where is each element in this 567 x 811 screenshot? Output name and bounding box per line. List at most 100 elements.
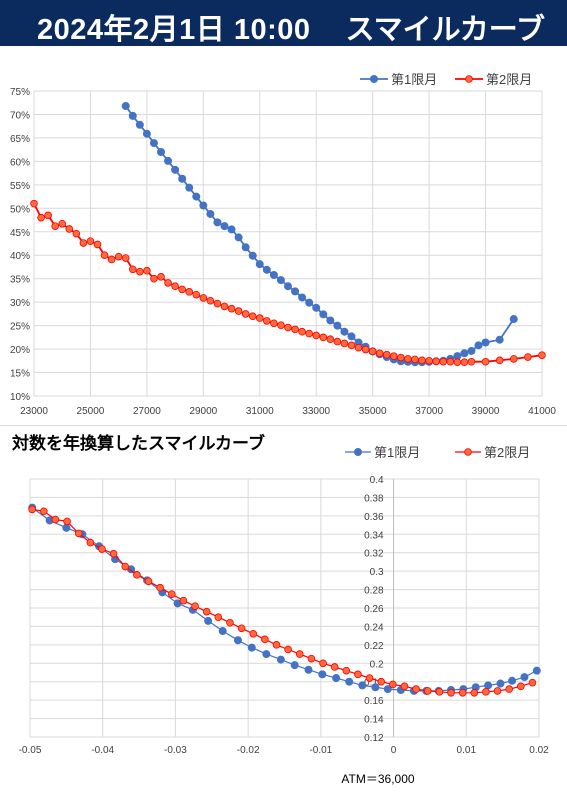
data-point-series-2 — [446, 357, 455, 366]
y-tick-label: 0.32 — [364, 549, 384, 560]
data-point-series-2 — [202, 607, 211, 616]
y-tick-label: 35% — [10, 275, 30, 286]
data-point-series-1 — [298, 293, 307, 302]
data-point-series-1 — [318, 670, 327, 679]
data-point-series-2 — [453, 358, 462, 367]
smile-curve-svg: 10% 15% 20% 25% 30% 35% 40% 45% 50% 55% 60% 65% 70% 7… — [10, 72, 556, 417]
x-tick-label: 25000 — [77, 406, 105, 417]
data-point-series-2 — [482, 688, 490, 696]
data-point-series-2 — [447, 688, 455, 697]
x-tick-label: 23000 — [20, 406, 48, 417]
data-point-series-1 — [269, 270, 278, 279]
data-point-series-2 — [377, 677, 386, 686]
data-point-series-2 — [44, 211, 52, 220]
x-tick-label: -0.02 — [237, 745, 260, 756]
y-tick-label: 50% — [10, 204, 30, 215]
x-tick-label: -0.03 — [164, 745, 187, 756]
y-tick-label: 0.4 — [370, 475, 384, 486]
data-point-series-2 — [114, 252, 123, 261]
data-point-series-2 — [263, 317, 271, 325]
x-tick-label: 0.01 — [457, 745, 477, 756]
data-point-series-2 — [121, 254, 130, 262]
data-point-series-1 — [304, 665, 313, 674]
data-point-series-1 — [255, 260, 264, 269]
data-point-series-2 — [192, 290, 201, 299]
data-point-series-1 — [326, 316, 335, 325]
data-point-series-2 — [164, 279, 172, 287]
data-point-series-2 — [93, 240, 102, 249]
data-point-series-2 — [270, 319, 278, 328]
y-tick-label: 55% — [10, 181, 30, 192]
data-point-series-2 — [150, 274, 158, 283]
data-point-series-2 — [432, 357, 440, 366]
data-point-series-1 — [290, 661, 299, 670]
data-point-series-2 — [79, 239, 88, 247]
data-point-series-2 — [481, 357, 490, 366]
data-point-series-1 — [128, 111, 137, 120]
data-point-series-2 — [100, 251, 109, 260]
data-point-series-2 — [493, 687, 502, 695]
x-tick-label: 37000 — [415, 406, 443, 417]
y-tick-label: 0.36 — [364, 512, 384, 523]
data-point-series-1 — [340, 327, 349, 336]
data-point-series-1 — [241, 243, 250, 252]
data-point-series-1 — [149, 139, 158, 148]
data-point-series-2 — [191, 602, 199, 610]
data-point-series-2 — [199, 294, 208, 302]
data-point-series-2 — [206, 296, 215, 305]
log-smile-curve-chart: 対数を年換算したスマイルカーブ 0.12 0.14 0.16 0.18 0.2 0.22 0… — [0, 425, 567, 805]
data-point-series-2 — [505, 685, 513, 693]
data-point-series-1 — [333, 321, 342, 330]
data-point-series-2 — [333, 337, 342, 346]
data-point-series-2 — [365, 674, 374, 682]
data-point-series-2 — [109, 549, 118, 558]
data-point-series-2 — [220, 302, 229, 311]
data-point-series-2 — [107, 255, 116, 264]
data-point-series-2 — [340, 339, 349, 348]
data-point-series-2 — [312, 331, 321, 340]
data-point-series-2 — [28, 505, 36, 514]
data-point-series-2 — [319, 333, 328, 342]
data-point-series-1 — [185, 183, 194, 192]
legend-marker-1 — [369, 74, 378, 83]
data-point-series-2 — [227, 304, 236, 313]
data-point-series-1 — [305, 298, 314, 307]
data-point-series-2 — [249, 630, 258, 638]
x-tick-label: -0.05 — [19, 745, 42, 756]
data-point-series-2 — [157, 273, 165, 281]
data-point-series-1 — [204, 616, 213, 625]
data-point-series-2 — [458, 688, 467, 697]
data-point-series-2 — [237, 624, 246, 633]
data-point-series-1 — [142, 129, 151, 138]
y-tick-label: 0.24 — [364, 622, 384, 633]
y-tick-label: 40% — [10, 251, 30, 262]
y-tick-label: 0.22 — [364, 641, 384, 652]
data-point-series-2 — [185, 288, 194, 296]
y-tick-label: 0.38 — [364, 493, 384, 504]
data-point-series-1 — [508, 676, 517, 685]
data-point-series-2 — [255, 314, 264, 322]
data-point-series-2 — [30, 199, 38, 208]
data-point-series-2 — [524, 353, 532, 361]
y-tick-label: 30% — [10, 298, 30, 309]
y-tick-label: 25% — [10, 322, 30, 333]
y-tick-label: 45% — [10, 228, 30, 239]
data-point-series-2 — [528, 678, 537, 687]
data-point-series-2 — [295, 650, 304, 658]
header-title: スマイルカーブ — [345, 14, 545, 46]
data-point-series-1 — [283, 282, 292, 291]
data-point-series-1 — [220, 222, 229, 231]
data-point-series-2 — [284, 645, 292, 654]
data-point-series-2 — [319, 659, 327, 668]
data-point-series-1 — [276, 655, 285, 664]
data-point-series-1 — [213, 218, 222, 227]
x-tick-label: 0.02 — [529, 745, 549, 756]
y-tick-label: 75% — [10, 87, 30, 98]
data-point-series-2 — [400, 682, 409, 691]
data-point-series-1 — [156, 148, 165, 157]
legend-marker-2 — [464, 448, 472, 456]
legend-label-2: 第2限月 — [484, 445, 530, 460]
smile-curve-chart: 10% 15% 20% 25% 30% 35% 40% 45% 50% 55% 60% 65% 70% 7… — [0, 46, 567, 425]
legend-marker-2 — [465, 75, 473, 83]
y-tick-label: 70% — [10, 110, 30, 121]
